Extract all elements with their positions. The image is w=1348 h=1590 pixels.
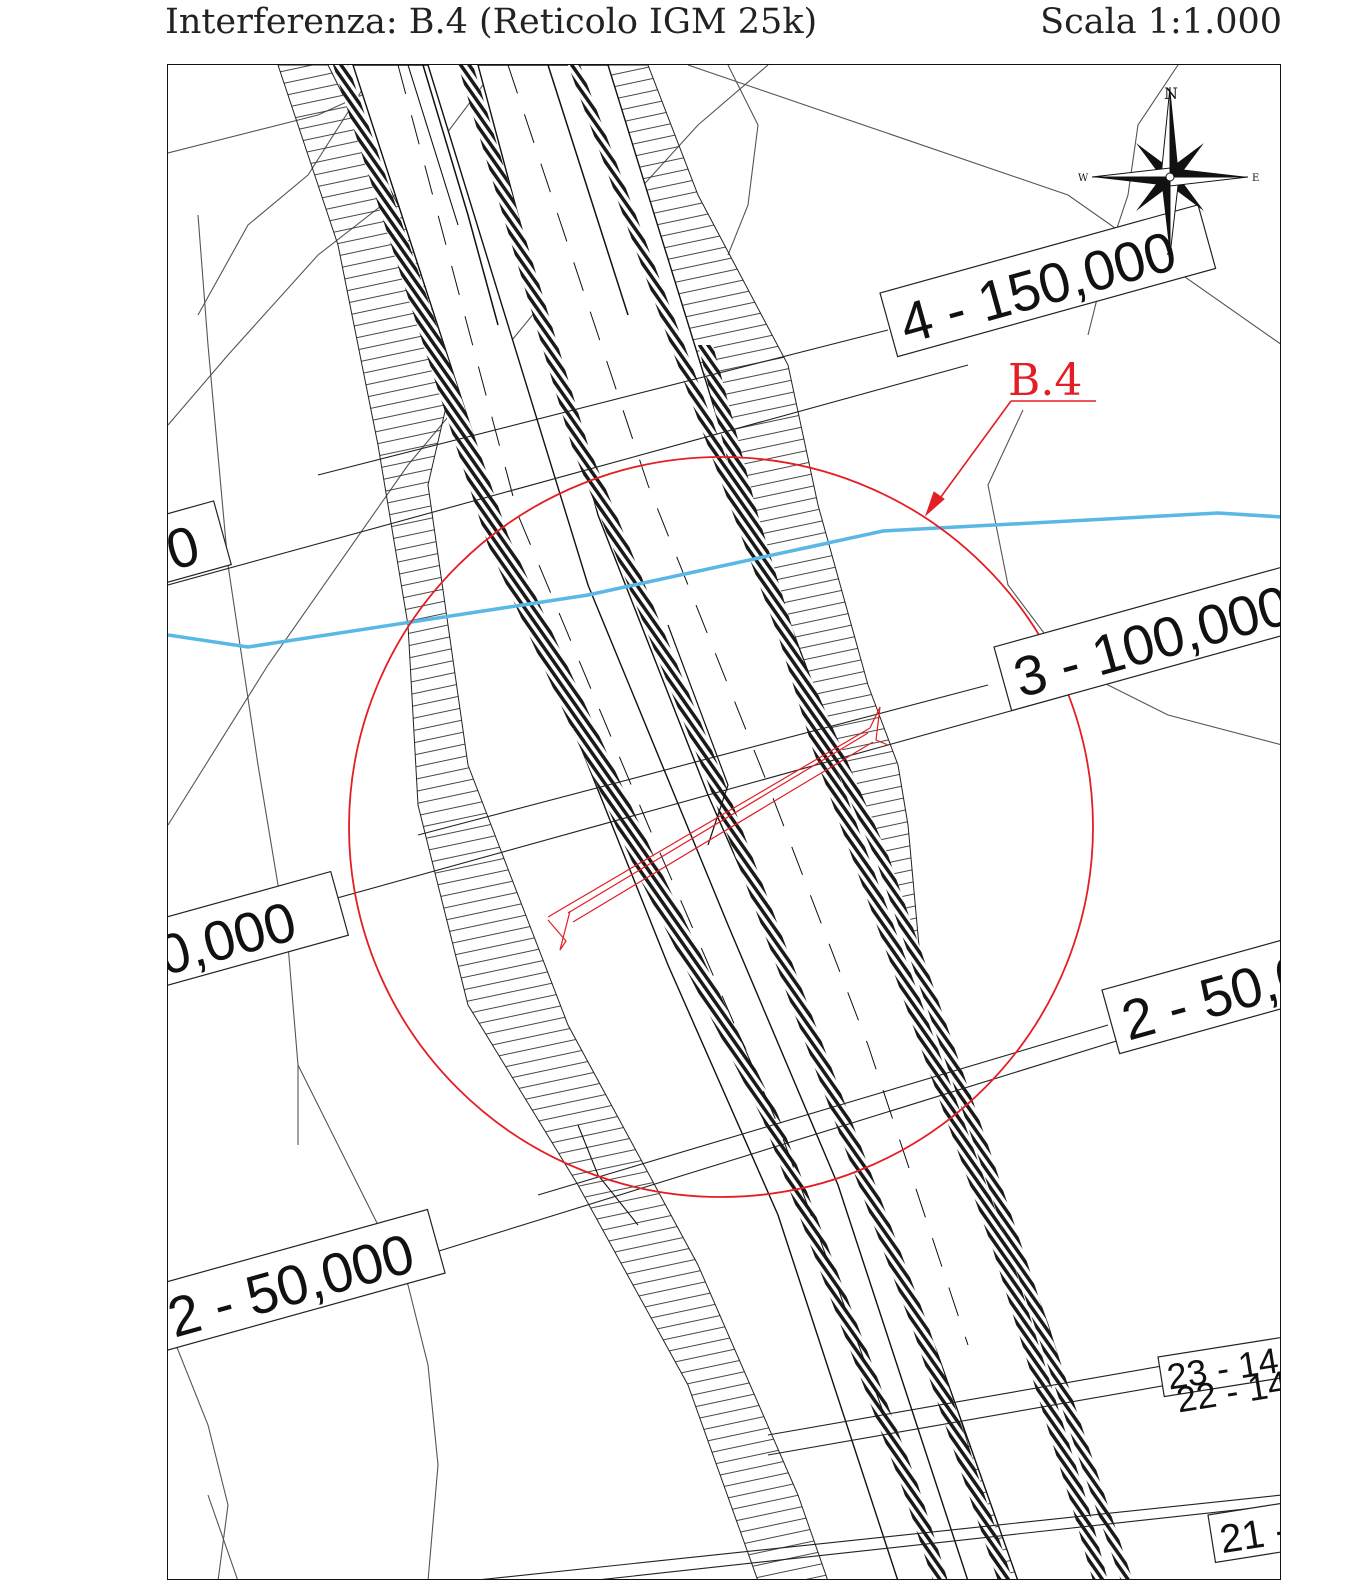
terrain-lines xyxy=(168,65,1280,1579)
compass-north-point xyxy=(1170,87,1179,177)
grid-label-left-b-text: 0,000 xyxy=(168,889,303,987)
compass-east-letter: E xyxy=(1252,173,1259,184)
grid-label-50-right-text: 2 - 50,0 xyxy=(1115,941,1281,1052)
grid-label-150-text: 4 - 150,000 xyxy=(893,219,1183,355)
grid-label-left-a: 0 xyxy=(168,500,233,598)
map-frame: B.4 4 - 150,000 3 - 100,000 2 - 50,0 2 -… xyxy=(167,64,1281,1580)
grid-label-left-b: 0,000 xyxy=(168,870,350,990)
interference-crossing xyxy=(547,706,889,951)
grid-label-100: 3 - 100,000 xyxy=(993,558,1281,712)
compass-north-letter: N xyxy=(1164,84,1178,103)
highway-corridor xyxy=(277,65,1133,1579)
grid-label-21: 21 - xyxy=(1207,1495,1281,1564)
grid-label-50-left-text: 2 - 50,000 xyxy=(168,1221,421,1349)
grid-label-21-text: 21 - xyxy=(1217,1508,1281,1562)
map-title: Interferenza: B.4 (Reticolo IGM 25k) xyxy=(165,2,818,42)
compass-south-letter: S xyxy=(1166,247,1173,258)
interference-leader xyxy=(924,400,1096,517)
grid-label-50-left: 2 - 50,000 xyxy=(168,1208,446,1352)
grid-label-100-text: 3 - 100,000 xyxy=(1007,573,1281,709)
map-scale: Scala 1:1.000 xyxy=(1040,2,1282,42)
grid-label-150: 4 - 150,000 xyxy=(879,204,1217,358)
interference-circle xyxy=(348,456,1094,1198)
watercourse xyxy=(168,511,1280,649)
interference-label: B.4 xyxy=(1008,355,1082,406)
compass-west-letter: W xyxy=(1078,173,1089,184)
map-canvas: B.4 4 - 150,000 3 - 100,000 2 - 50,0 2 -… xyxy=(168,65,1281,1579)
compass-rose: N S E W xyxy=(1078,84,1259,258)
grid-label-50-right: 2 - 50,0 xyxy=(1101,901,1281,1055)
